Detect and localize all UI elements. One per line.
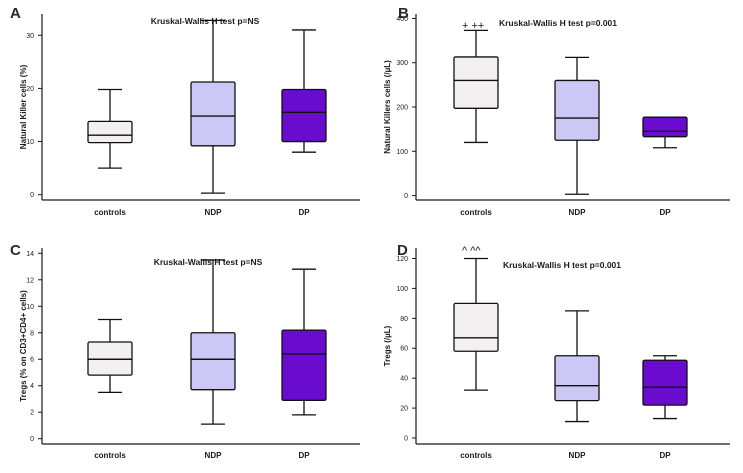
y-tick-label: 100 xyxy=(396,286,408,293)
y-tick-label: 80 xyxy=(400,316,408,323)
iqr-box xyxy=(642,116,688,138)
y-tick-label: 0 xyxy=(404,193,408,200)
y-axis-label: Natural Killers cells (/µL) xyxy=(383,60,392,154)
y-tick-label: 6 xyxy=(30,357,34,364)
iqr-box xyxy=(554,79,600,141)
significance-annotation: ^ ^^ xyxy=(462,245,481,257)
category-label: DP xyxy=(298,208,310,217)
y-tick-label: 200 xyxy=(396,105,408,112)
category-label: controls xyxy=(94,208,126,217)
box-dp xyxy=(281,268,327,416)
y-axis-label: Tregs (/µL) xyxy=(383,325,392,366)
y-tick-label: 120 xyxy=(396,256,408,263)
iqr-box xyxy=(453,302,499,352)
category-label: DP xyxy=(659,208,671,217)
box-ndp xyxy=(554,310,600,423)
category-label: NDP xyxy=(205,451,223,460)
y-tick-label: 0 xyxy=(30,436,34,443)
y-tick-label: 60 xyxy=(400,346,408,353)
box-dp xyxy=(281,29,327,153)
box-controls xyxy=(453,29,499,144)
iqr-box xyxy=(190,81,236,147)
y-tick-label: 300 xyxy=(396,60,408,67)
box-controls xyxy=(87,318,133,394)
category-label: NDP xyxy=(205,208,223,217)
significance-annotation: + ++ xyxy=(462,20,484,32)
y-tick-label: 8 xyxy=(30,330,34,337)
y-tick-label: 40 xyxy=(400,376,408,383)
y-tick-label: 20 xyxy=(26,86,34,93)
box-ndp xyxy=(190,19,236,194)
box-controls xyxy=(453,257,499,391)
y-tick-label: 2 xyxy=(30,410,34,417)
category-label: controls xyxy=(460,208,492,217)
chart-title: Kruskal-Wallis H test p=0.001 xyxy=(499,18,617,28)
box-ndp xyxy=(554,56,600,195)
iqr-box xyxy=(190,332,236,391)
y-tick-label: 30 xyxy=(26,33,34,40)
chart-panel-b: B Kruskal-Wallis H test p=0.001 0 100 200 300… xyxy=(383,5,730,217)
iqr-box xyxy=(453,56,499,109)
y-tick-label: 400 xyxy=(396,16,408,23)
iqr-box xyxy=(87,120,133,144)
category-label: DP xyxy=(659,451,671,460)
chart-title: Kruskal-Wallis H test p=NS xyxy=(154,257,263,267)
category-label: controls xyxy=(460,451,492,460)
iqr-box xyxy=(281,329,327,401)
y-tick-label: 10 xyxy=(26,304,34,311)
category-label: NDP xyxy=(569,451,587,460)
iqr-box xyxy=(281,88,327,143)
y-tick-label: 10 xyxy=(26,139,34,146)
chart-panel-c: C Kruskal-Wallis H test p=NS 0 2 4 6 8 10 12 14 Tr… xyxy=(10,242,360,460)
y-axis-label: Tregs (% on CD3+CD4+ cells) xyxy=(19,290,28,402)
y-tick-label: 20 xyxy=(400,406,408,413)
y-axis-label: Natural Killer cells (%) xyxy=(19,64,28,149)
panel-letter: B xyxy=(398,5,409,22)
panel-letter: D xyxy=(397,242,408,259)
box-dp xyxy=(642,116,688,149)
category-label: controls xyxy=(94,451,126,460)
y-tick-label: 0 xyxy=(404,436,408,443)
chart-title: Kruskal-Wallis H test p=0.001 xyxy=(503,260,621,270)
y-tick-label: 12 xyxy=(26,277,34,284)
category-label: NDP xyxy=(569,208,587,217)
chart-panel-d: D Kruskal-Wallis H test p=0.001 0 20 40 60 80 1… xyxy=(383,242,730,460)
iqr-box xyxy=(642,359,688,406)
panel-letter: C xyxy=(10,242,21,259)
y-tick-label: 4 xyxy=(30,383,34,390)
box-controls xyxy=(87,88,133,169)
panel-letter: A xyxy=(10,5,21,22)
category-label: DP xyxy=(298,451,310,460)
iqr-box xyxy=(554,355,600,402)
y-tick-label: 100 xyxy=(396,149,408,156)
y-tick-label: 0 xyxy=(30,192,34,199)
box-ndp xyxy=(190,259,236,425)
y-tick-label: 14 xyxy=(26,251,34,258)
box-dp xyxy=(642,355,688,420)
